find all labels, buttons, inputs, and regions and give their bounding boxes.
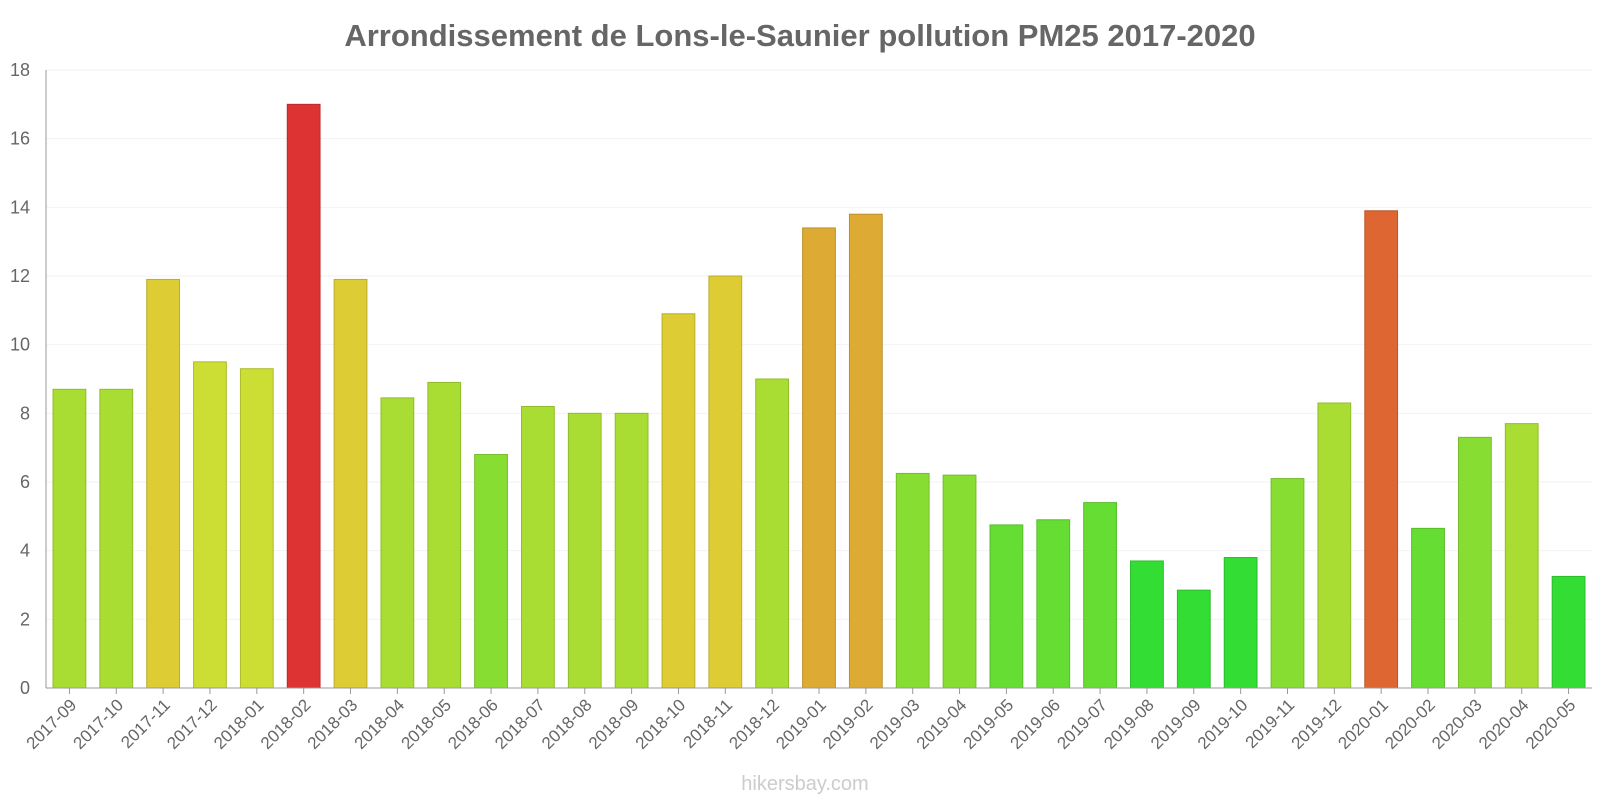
bar-2019-10[interactable] (1223, 557, 1258, 689)
x-tick-label: 2020-04 (1475, 695, 1533, 753)
bar-2019-06[interactable] (1036, 519, 1071, 689)
bar-2018-10[interactable] (661, 313, 696, 689)
bar-2017-11[interactable] (146, 278, 181, 689)
bar-2019-09[interactable] (1176, 589, 1211, 689)
y-tick-label: 4 (20, 541, 30, 561)
x-tick-label: 2017-10 (70, 695, 128, 753)
x-tick-label: 2018-04 (351, 695, 409, 753)
bar-2020-01[interactable] (1364, 210, 1399, 689)
bar-2019-03[interactable] (895, 472, 930, 689)
bar-2017-12[interactable] (193, 361, 227, 689)
x-tick-label: 2019-06 (1007, 695, 1065, 753)
bar-2019-05[interactable] (989, 524, 1024, 689)
bar-2018-06[interactable] (474, 454, 508, 689)
x-tick-label: 2018-03 (304, 695, 362, 753)
watermark-text: hikersbay.com (741, 773, 868, 795)
x-tick-label: 2017-11 (117, 695, 174, 752)
x-tick-label: 2018-11 (679, 695, 736, 752)
bar-2019-08[interactable] (1130, 560, 1164, 689)
bar-2018-07[interactable] (521, 405, 555, 689)
x-tick-label: 2018-08 (538, 695, 596, 753)
bar-2020-05[interactable] (1551, 575, 1586, 689)
x-tick-label: 2018-09 (585, 695, 643, 753)
bar-2018-03[interactable] (333, 278, 368, 689)
bar-2017-09[interactable] (52, 388, 87, 689)
x-tick-label: 2018-12 (725, 695, 783, 753)
bar-2019-07[interactable] (1083, 502, 1117, 689)
x-tick-label: 2019-03 (866, 695, 924, 753)
y-tick-label: 16 (10, 129, 30, 149)
bar-2018-09[interactable] (614, 412, 649, 689)
x-tick-label: 2019-11 (1242, 695, 1299, 752)
x-tick-label: 2019-09 (1147, 695, 1205, 753)
x-tick-label: 2019-05 (960, 695, 1018, 753)
y-tick-label: 6 (20, 472, 30, 492)
y-tick-label: 8 (20, 403, 30, 423)
bar-2018-02[interactable] (286, 103, 321, 689)
bar-2018-08[interactable] (567, 412, 602, 689)
bar-2020-04[interactable] (1504, 423, 1539, 689)
x-tick-label: 2018-06 (444, 695, 502, 753)
bar-2019-04[interactable] (942, 474, 977, 689)
x-tick-label: 2017-12 (163, 695, 221, 753)
x-tick-label: 2017-09 (23, 695, 81, 753)
bar-2018-12[interactable] (755, 378, 790, 689)
bar-2019-01[interactable] (802, 227, 836, 689)
x-tick-label: 2018-01 (210, 695, 268, 753)
x-tick-label: 2020-03 (1428, 695, 1486, 753)
x-tick-label: 2020-02 (1381, 695, 1439, 753)
x-tick-label: 2019-10 (1194, 695, 1252, 753)
x-tick-label: 2019-02 (819, 695, 877, 753)
x-tick-label: 2020-05 (1522, 695, 1580, 753)
x-tick-label: 2019-08 (1100, 695, 1158, 753)
y-tick-label: 2 (20, 609, 30, 629)
bar-2020-02[interactable] (1411, 527, 1445, 689)
x-tick-label: 2018-02 (257, 695, 315, 753)
bar-2019-02[interactable] (848, 213, 883, 689)
x-tick-label: 2018-10 (632, 695, 690, 753)
y-tick-label: 14 (10, 197, 30, 217)
x-tick-label: 2018-05 (397, 695, 455, 753)
x-tick-label: 2019-07 (1053, 695, 1111, 753)
y-tick-label: 0 (20, 678, 30, 698)
x-tick-label: 2019-01 (772, 695, 830, 753)
chart-title: Arrondissement de Lons-le-Saunier pollut… (344, 18, 1255, 53)
x-tick-label: 2019-04 (913, 695, 971, 753)
bar-2019-11[interactable] (1270, 478, 1305, 689)
bar-2019-12[interactable] (1317, 402, 1352, 689)
bar-2020-03[interactable] (1457, 436, 1492, 689)
y-tick-label: 10 (10, 335, 30, 355)
y-tick-label: 12 (10, 266, 30, 286)
bar-2017-10[interactable] (99, 388, 134, 689)
y-tick-label: 18 (10, 60, 30, 80)
bar-2018-04[interactable] (380, 397, 415, 689)
bar-2018-11[interactable] (708, 275, 743, 689)
bar-2018-05[interactable] (427, 381, 462, 689)
x-tick-label: 2018-07 (491, 695, 549, 753)
x-tick-label: 2020-01 (1334, 695, 1392, 753)
bar-2018-01[interactable] (239, 368, 274, 689)
x-tick-label: 2019-12 (1288, 695, 1346, 753)
